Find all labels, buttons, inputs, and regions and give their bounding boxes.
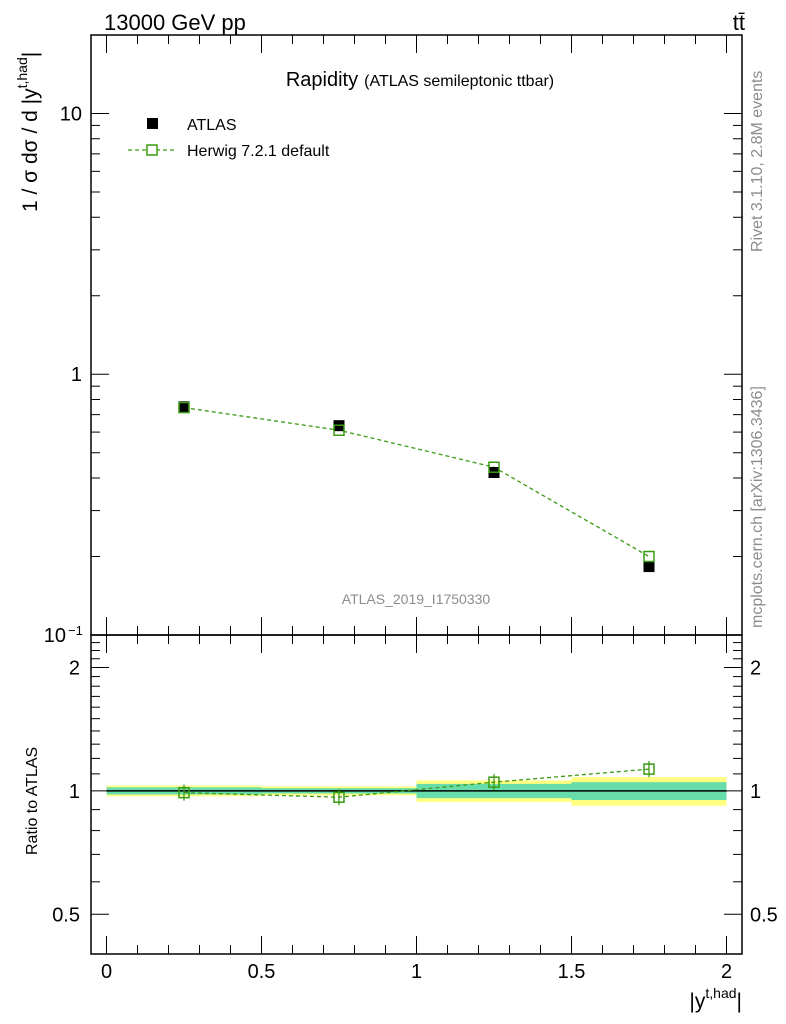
herwig-ratio-point: [178, 786, 190, 799]
herwig-point: [488, 461, 500, 473]
y-tick-label-main: 10: [44, 625, 66, 647]
y-tick-label-ratio-left: 1: [69, 781, 80, 803]
y-axis-label-main: 1 / σ dσ / d |yt,had|: [14, 52, 42, 212]
legend-label-herwig: Herwig 7.2.1 default: [187, 143, 330, 160]
herwig-ratio-point: [488, 776, 500, 788]
legend: ATLAS Herwig 7.2.1 default: [128, 117, 330, 160]
y-tick-label-ratio-right: 2: [750, 657, 761, 679]
ratio-tick-labels: 0.5 0.5 1 1 2 2 0 0.5 1 1.5 2: [52, 657, 778, 983]
header-energy: 13000 GeV pp: [104, 10, 246, 35]
chart-title-sub: (ATLAS semileptonic ttbar): [364, 73, 554, 90]
herwig-point: [178, 401, 190, 414]
header-process: tt̄: [733, 10, 745, 35]
y-tick-label-ratio-right: 0.5: [750, 904, 778, 926]
legend-marker-herwig: [146, 144, 158, 156]
y-tick-label-main: 10: [60, 103, 82, 125]
ratio-data: [178, 761, 655, 806]
ratio-ticks: [91, 634, 742, 955]
herwig-ratio-point: [333, 791, 345, 803]
mcplots-label: mcplots.cern.ch [arXiv:1306.3436]: [749, 386, 766, 628]
atlas-point: [643, 561, 655, 573]
main-data: [178, 401, 655, 573]
x-axis-label: |yt,had|: [689, 985, 742, 1013]
herwig-ratio-point: [643, 763, 655, 775]
legend-marker-atlas: [147, 118, 158, 129]
ratio-panel: 0.5 0.5 1 1 2 2 0 0.5 1 1.5 2 Ratio to ATLAS: [24, 634, 778, 983]
y-tick-label-ratio-left: 2: [69, 657, 80, 679]
herwig-point: [333, 424, 345, 436]
x-tick-label: 1: [411, 961, 422, 983]
herwig-ratio-line: [183, 768, 650, 798]
x-tick-label: 0.5: [248, 961, 276, 983]
x-tick-label: 0: [101, 961, 112, 983]
y-tick-label-main: 1: [71, 364, 82, 386]
x-tick-label: 2: [721, 961, 732, 983]
analysis-watermark: ATLAS_2019_I1750330: [342, 591, 491, 607]
chart-title-main: Rapidity: [286, 69, 358, 91]
legend-label-atlas: ATLAS: [187, 117, 237, 134]
rivet-label: Rivet 3.1.10, 2.8M events: [749, 71, 766, 252]
chart-title: Rapidity (ATLAS semileptonic ttbar): [286, 69, 554, 91]
y-tick-label-ratio-right: 1: [750, 781, 761, 803]
herwig-line: [183, 406, 650, 558]
y-tick-label-exponent: −1: [68, 623, 83, 638]
atlas-point: [178, 401, 190, 413]
herwig-point: [643, 550, 655, 563]
x-tick-label: 1.5: [558, 961, 586, 983]
ratio-bands: [106, 777, 727, 806]
main-ticks: [91, 34, 742, 636]
y-tick-label-ratio-left: 0.5: [52, 904, 80, 926]
y-axis-label-ratio: Ratio to ATLAS: [24, 747, 41, 855]
